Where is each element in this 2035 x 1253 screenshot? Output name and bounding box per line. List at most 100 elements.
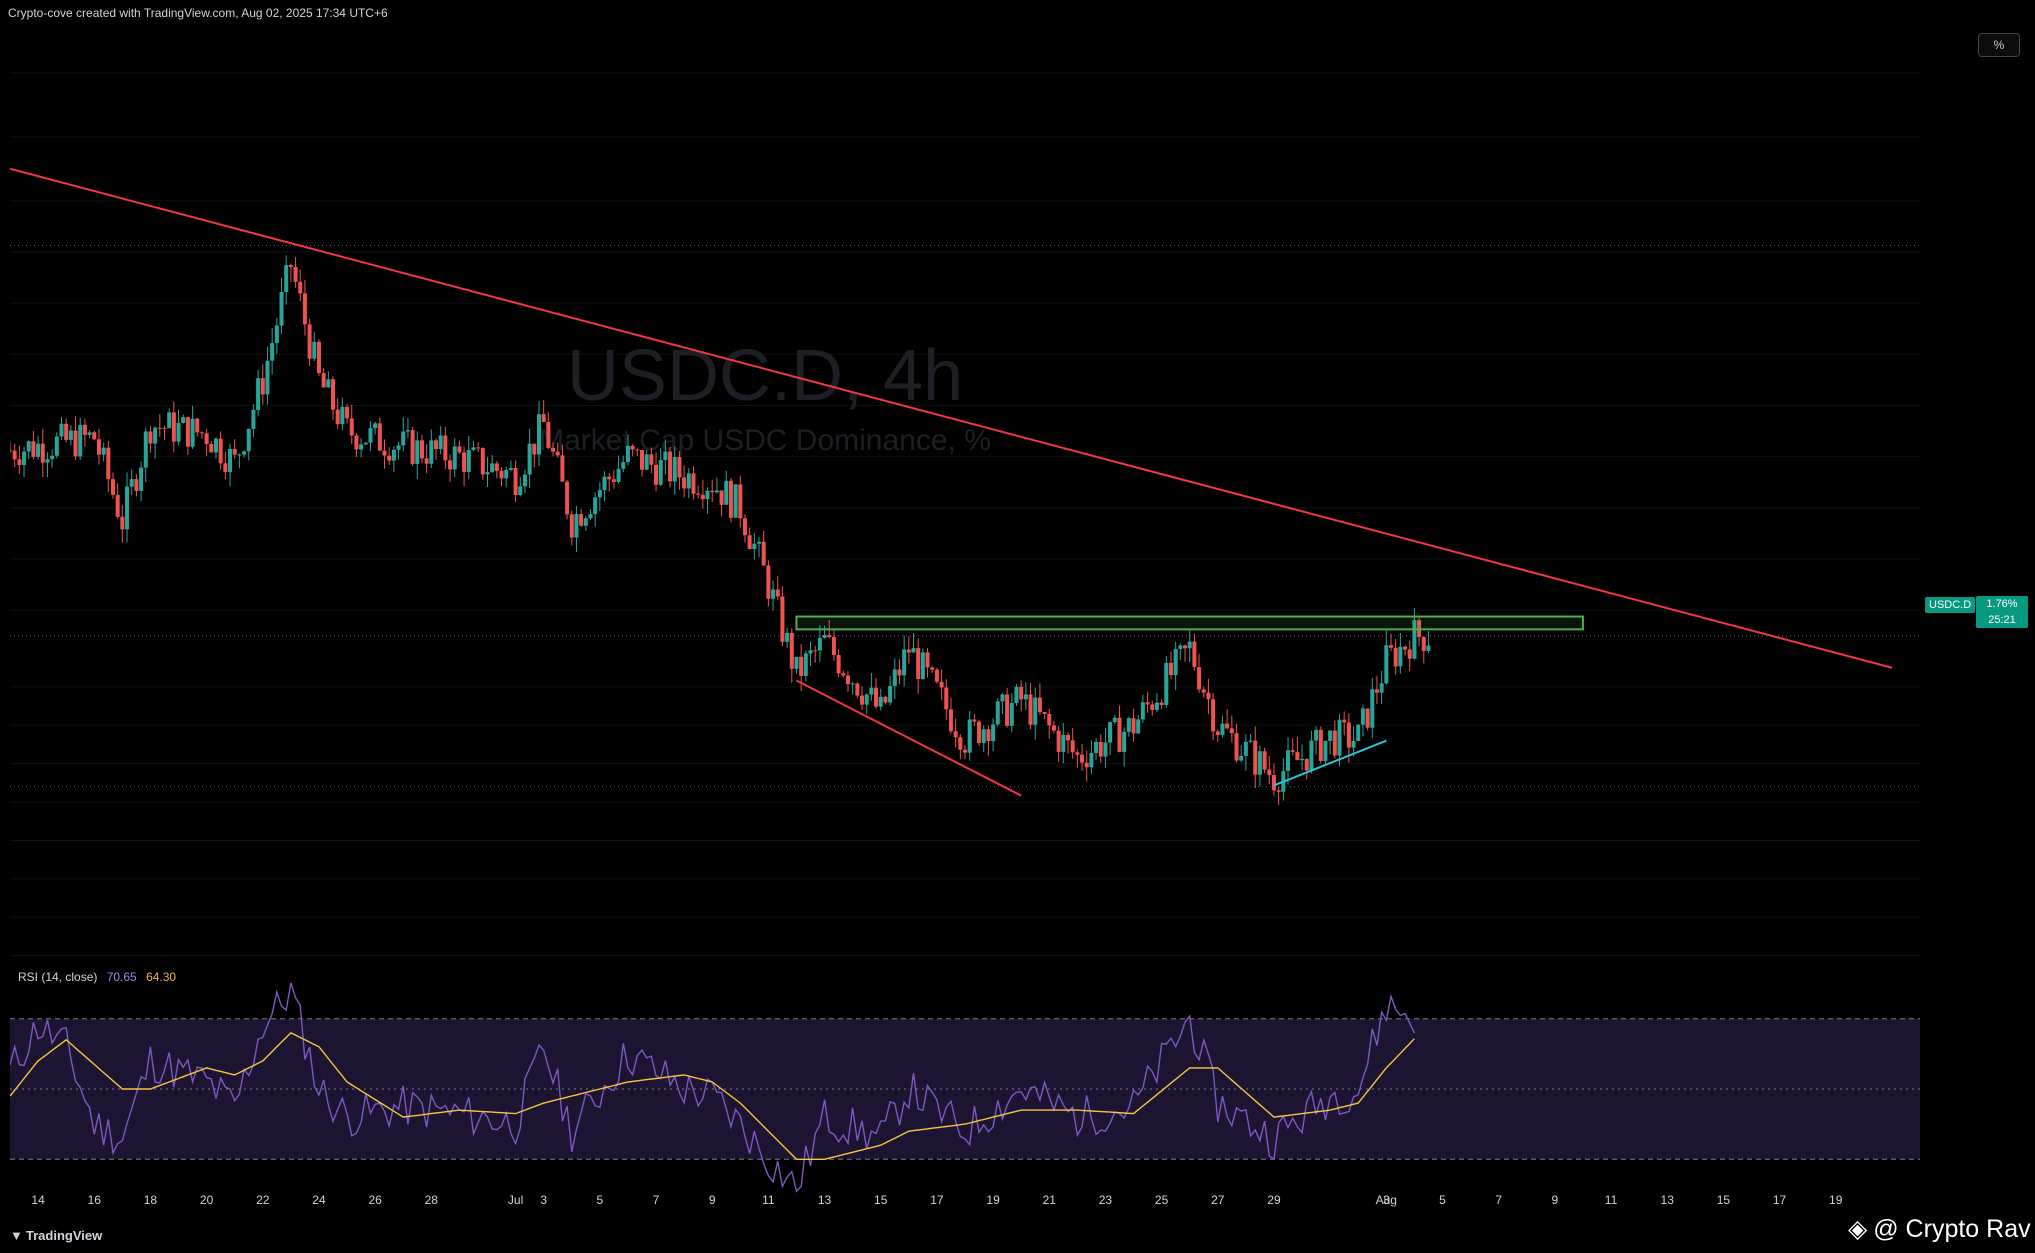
rsi-pane[interactable]: 80.0070.0060.0050.0040.0030.0020.00 xyxy=(10,966,1960,1212)
candle-body xyxy=(508,468,513,470)
rsi-series xyxy=(10,982,1920,1193)
candle-body xyxy=(293,266,298,282)
candle-body xyxy=(476,447,481,449)
candle-body xyxy=(415,440,420,464)
candle-body xyxy=(551,447,556,452)
candle-body xyxy=(340,406,345,425)
candle-body xyxy=(1023,694,1028,700)
rsi-legend[interactable]: RSI (14, close) 70.65 64.30 xyxy=(18,970,176,984)
candle-body xyxy=(176,422,181,442)
candle-body xyxy=(354,435,359,450)
candle-body xyxy=(883,696,888,703)
candle-body xyxy=(654,464,659,485)
candle-body xyxy=(1014,686,1019,704)
candle-body xyxy=(167,412,172,429)
candle-body xyxy=(96,439,101,455)
candle-body xyxy=(157,427,162,429)
candle-body xyxy=(831,636,836,656)
candle-body xyxy=(841,673,846,676)
rsi-ma-line xyxy=(10,1031,1415,1160)
tradingview-logo[interactable]: ▼ TradingView xyxy=(10,1228,102,1243)
candle-body xyxy=(391,449,396,461)
candle-body xyxy=(892,669,897,686)
candle-body xyxy=(1033,697,1038,725)
author-credit-text: @ Crypto Rav xyxy=(1873,1215,2031,1243)
candle-body xyxy=(1140,702,1145,720)
candle-body xyxy=(1271,775,1276,791)
candle-body xyxy=(466,450,471,472)
candle-body xyxy=(565,481,570,515)
candle-body xyxy=(1103,742,1108,757)
candle-body xyxy=(911,648,916,653)
price-unit-button[interactable]: % xyxy=(1978,33,2020,57)
time-tick: 17 xyxy=(930,1193,944,1207)
candle-body xyxy=(242,451,247,455)
time-axis[interactable]: 14 16 18 20 22 24 26 28 Jul 3 5 7 9 11 13 15 17 19 21 23 25 2… xyxy=(10,1193,1960,1213)
candle-body xyxy=(1370,689,1375,728)
candle-body xyxy=(260,378,265,395)
bar-countdown: 25:21 xyxy=(1988,614,2016,626)
candle-body xyxy=(1389,645,1394,648)
candle-body xyxy=(471,447,476,451)
candle-body xyxy=(82,424,87,435)
candle-body xyxy=(1178,645,1183,649)
time-tick: 5 xyxy=(596,1193,604,1207)
candle-body xyxy=(1328,730,1333,741)
candle-body xyxy=(696,493,701,495)
candle-body xyxy=(1211,699,1216,732)
candle-body xyxy=(73,430,78,457)
candle-body xyxy=(616,468,621,482)
candle-body xyxy=(855,683,860,696)
candle-body xyxy=(1009,703,1014,726)
candle-body xyxy=(827,634,832,637)
candle-body xyxy=(401,431,406,446)
candle-body xyxy=(902,649,907,676)
candle-body xyxy=(373,423,378,429)
candle-body xyxy=(1000,694,1005,702)
candle-body xyxy=(752,543,757,550)
last-price-tag: 1.76% 25:21 xyxy=(1976,596,2028,628)
candle-body xyxy=(742,518,747,536)
candle-body xyxy=(845,675,850,685)
candle-body xyxy=(728,480,733,518)
candle-body xyxy=(1421,637,1426,651)
candle-body xyxy=(1300,758,1305,761)
candle-body xyxy=(757,541,762,544)
time-tick: 19 xyxy=(986,1193,1000,1207)
rsi-value: 70.65 xyxy=(106,970,137,984)
candle-body xyxy=(944,687,949,710)
time-tick: 16 xyxy=(87,1193,101,1207)
candle-body xyxy=(1173,648,1178,676)
candle-body xyxy=(120,516,125,530)
time-tick: 29 xyxy=(1267,1193,1281,1207)
candle-body xyxy=(874,687,879,707)
candle-body xyxy=(785,632,790,642)
candle-body xyxy=(658,460,663,485)
candle-body xyxy=(452,446,457,470)
candle-body xyxy=(326,379,331,388)
candle-body xyxy=(630,445,635,450)
candle-body xyxy=(349,418,354,436)
candle-body xyxy=(1229,728,1234,734)
candle-body xyxy=(532,443,537,455)
candle-body xyxy=(54,436,59,456)
candle-body xyxy=(686,473,691,489)
candle-body xyxy=(1108,722,1113,743)
candle-body xyxy=(569,514,574,538)
candle-body xyxy=(485,472,490,475)
candle-body xyxy=(218,438,223,464)
candle-body xyxy=(864,694,869,705)
candle-body xyxy=(125,486,130,530)
time-tick: 5 xyxy=(1439,1193,1446,1207)
candle-body xyxy=(1253,740,1258,775)
candle-body xyxy=(1150,704,1155,710)
candle-body xyxy=(462,452,467,472)
candle-body xyxy=(363,442,368,445)
candle-body xyxy=(986,729,991,742)
drawings xyxy=(10,167,1893,797)
support-trendline xyxy=(1273,739,1387,787)
price-chart[interactable]: USDC.D, 4h Market Cap USDC Dominance, % … xyxy=(10,28,1960,962)
candle-body xyxy=(574,514,579,538)
candle-body xyxy=(494,463,499,471)
candle-body xyxy=(1412,620,1417,659)
